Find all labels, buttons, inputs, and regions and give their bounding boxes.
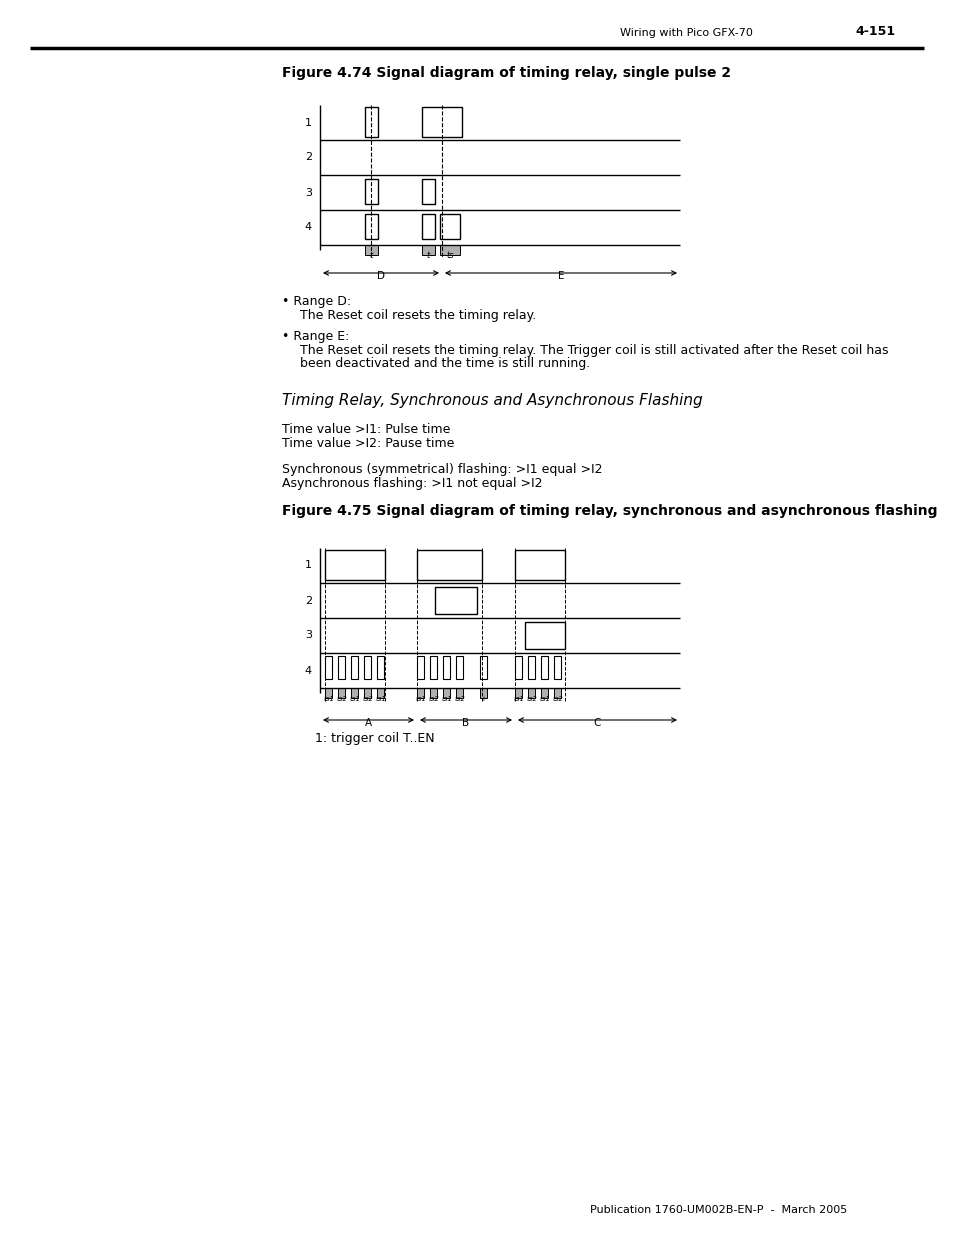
Text: been deactivated and the time is still running.: been deactivated and the time is still r… xyxy=(299,357,590,370)
Bar xyxy=(442,688,450,698)
Bar xyxy=(351,656,357,679)
Text: Time value >I2: Pause time: Time value >I2: Pause time xyxy=(282,437,454,450)
Text: ts1: ts1 xyxy=(415,697,425,701)
Text: Time value >I1: Pulse time: Time value >I1: Pulse time xyxy=(282,424,450,436)
Text: ts2: ts2 xyxy=(335,697,347,701)
Text: t: t xyxy=(426,251,430,261)
Text: 2: 2 xyxy=(305,595,312,605)
Text: The Reset coil resets the timing relay.: The Reset coil resets the timing relay. xyxy=(299,309,536,322)
Bar xyxy=(376,688,384,698)
Text: The Reset coil resets the timing relay. The Trigger coil is still activated afte: The Reset coil resets the timing relay. … xyxy=(299,345,887,357)
Text: • Range E:: • Range E: xyxy=(282,330,349,343)
Text: 4: 4 xyxy=(305,666,312,676)
Text: +: + xyxy=(480,697,486,701)
Text: 4: 4 xyxy=(305,222,312,232)
Text: 1: 1 xyxy=(305,117,312,127)
Bar xyxy=(365,214,377,240)
Text: C: C xyxy=(593,718,600,727)
Text: 1: 1 xyxy=(305,561,312,571)
Bar xyxy=(351,688,357,698)
Bar xyxy=(527,688,535,698)
Bar xyxy=(435,587,476,614)
Bar xyxy=(540,656,547,679)
Text: ts: ts xyxy=(446,251,454,261)
Bar xyxy=(439,245,459,254)
Text: t: t xyxy=(370,251,373,261)
Bar xyxy=(421,107,461,137)
Bar xyxy=(421,179,435,204)
Bar xyxy=(421,245,435,254)
Bar xyxy=(527,656,535,679)
Bar xyxy=(439,214,459,240)
Bar xyxy=(442,656,450,679)
Text: B: B xyxy=(462,718,469,727)
Text: ts2: ts2 xyxy=(525,697,537,701)
Bar xyxy=(416,550,481,580)
Text: Synchronous (symmetrical) flashing: >I1 equal >I2: Synchronous (symmetrical) flashing: >I1 … xyxy=(282,463,602,475)
Bar xyxy=(515,550,564,580)
Bar xyxy=(365,179,377,204)
Text: Figure 4.75 Signal diagram of timing relay, synchronous and asynchronous flashin: Figure 4.75 Signal diagram of timing rel… xyxy=(282,504,937,517)
Text: Publication 1760-UM002B-EN-P  -  March 2005: Publication 1760-UM002B-EN-P - March 200… xyxy=(589,1205,846,1215)
Text: E: E xyxy=(558,270,563,282)
Bar xyxy=(325,550,385,580)
Bar xyxy=(524,622,564,650)
Text: Asynchronous flashing: >I1 not equal >I2: Asynchronous flashing: >I1 not equal >I2 xyxy=(282,477,542,490)
Text: Wiring with Pico GFX-70: Wiring with Pico GFX-70 xyxy=(619,28,752,38)
Text: ts1: ts1 xyxy=(538,697,549,701)
Text: Figure 4.74 Signal diagram of timing relay, single pulse 2: Figure 4.74 Signal diagram of timing rel… xyxy=(282,65,730,80)
Text: A: A xyxy=(365,718,372,727)
Bar xyxy=(430,688,436,698)
Bar xyxy=(515,688,521,698)
Text: ts1: ts1 xyxy=(323,697,334,701)
Text: ts2: ts2 xyxy=(454,697,464,701)
Bar xyxy=(456,656,462,679)
Text: ts2: ts2 xyxy=(552,697,562,701)
Bar xyxy=(337,656,345,679)
Bar xyxy=(376,656,384,679)
Bar xyxy=(365,107,377,137)
Bar xyxy=(554,656,560,679)
Text: 2: 2 xyxy=(305,152,312,163)
Bar xyxy=(456,688,462,698)
Text: ts1: ts1 xyxy=(375,697,386,701)
Text: 3: 3 xyxy=(305,631,312,641)
Text: 3: 3 xyxy=(305,188,312,198)
Bar xyxy=(365,245,377,254)
Bar xyxy=(325,656,332,679)
Bar xyxy=(430,656,436,679)
Bar xyxy=(325,688,332,698)
Bar xyxy=(479,656,486,679)
Bar xyxy=(479,688,486,698)
Text: ts2: ts2 xyxy=(362,697,373,701)
Bar xyxy=(421,214,435,240)
Text: ts1: ts1 xyxy=(513,697,523,701)
Text: ts2: ts2 xyxy=(428,697,438,701)
Bar xyxy=(416,656,423,679)
Bar xyxy=(364,656,371,679)
Text: Timing Relay, Synchronous and Asynchronous Flashing: Timing Relay, Synchronous and Asynchrono… xyxy=(282,393,702,408)
Bar xyxy=(515,656,521,679)
Bar xyxy=(540,688,547,698)
Bar xyxy=(337,688,345,698)
Text: 4-151: 4-151 xyxy=(854,25,894,38)
Bar xyxy=(364,688,371,698)
Text: D: D xyxy=(376,270,385,282)
Bar xyxy=(554,688,560,698)
Text: ts1: ts1 xyxy=(349,697,359,701)
Text: • Range D:: • Range D: xyxy=(282,295,351,308)
Text: ts1: ts1 xyxy=(440,697,452,701)
Bar xyxy=(416,688,423,698)
Text: 1: trigger coil T..EN: 1: trigger coil T..EN xyxy=(314,732,435,745)
